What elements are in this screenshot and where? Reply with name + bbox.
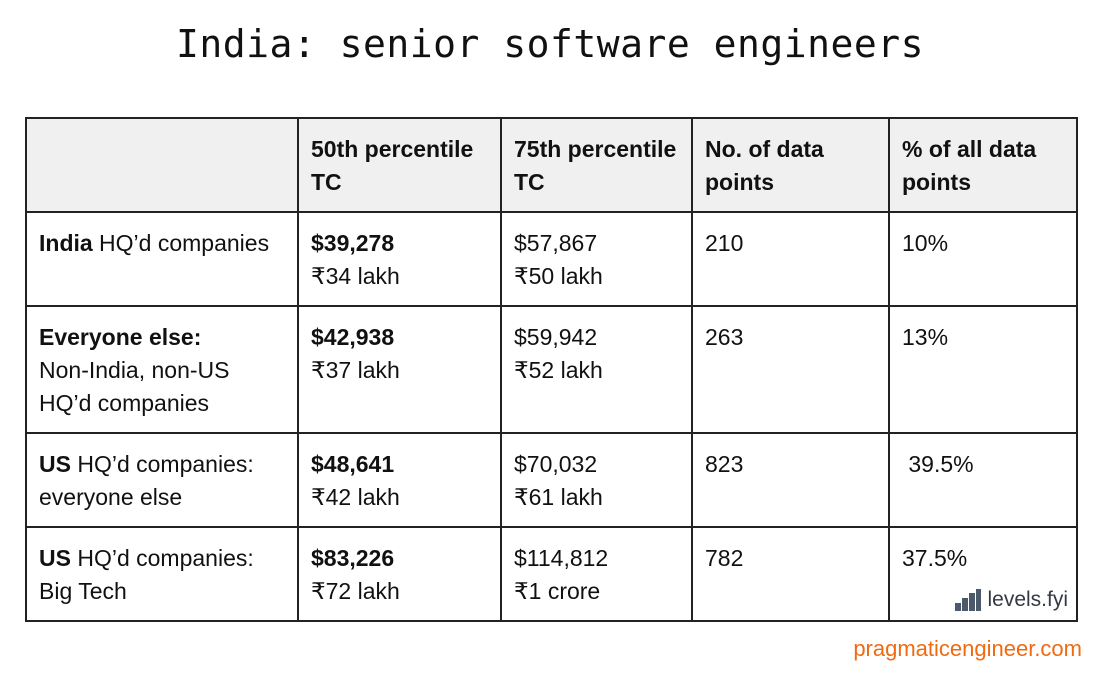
p75-inr: ₹1 crore [514, 578, 601, 604]
header-cell-p75: 75th percentile TC [500, 117, 693, 213]
p75-cell: $114,812 ₹1 crore [500, 526, 693, 622]
p75-cell: $70,032 ₹61 lakh [500, 432, 693, 528]
p50-inr: ₹42 lakh [311, 484, 400, 510]
percent-value: 37.5% [902, 545, 968, 571]
footer-source: pragmaticengineer.com [853, 636, 1082, 661]
group-name-bold: India [39, 230, 93, 256]
levels-fyi-logo: levels.fyi [955, 588, 1068, 612]
table-row: US HQ’d companies: everyone else $48,641… [25, 432, 1078, 528]
p75-usd: $114,812 [514, 545, 609, 571]
p50-inr: ₹34 lakh [311, 263, 400, 289]
p75-cell: $59,942 ₹52 lakh [500, 305, 693, 434]
logo-text: levels.fyi [987, 588, 1068, 611]
group-name-bold: US [39, 545, 71, 571]
p75-usd: $59,942 [514, 324, 598, 350]
p50-usd: $39,278 [311, 230, 395, 256]
header-cell-group [25, 117, 299, 213]
table-row: Everyone else: Non-India, non-US HQ’d com… [25, 305, 1078, 434]
percent-cell: 39.5% [888, 432, 1078, 528]
p50-cell: $39,278 ₹34 lakh [297, 211, 502, 307]
header-cell-p50: 50th percentile TC [297, 117, 502, 213]
percent-cell: 37.5% levels.fyi [888, 526, 1078, 622]
p75-inr: ₹52 lakh [514, 357, 603, 383]
p75-usd: $57,867 [514, 230, 598, 256]
group-cell: US HQ’d companies: everyone else [25, 432, 299, 528]
table-row: India HQ’d companies $39,278 ₹34 lakh $57… [25, 211, 1078, 307]
count-cell: 263 [691, 305, 890, 434]
header-cell-percent: % of all data points [888, 117, 1078, 213]
p50-cell: $83,226 ₹72 lakh [297, 526, 502, 622]
p50-usd: $48,641 [311, 451, 395, 477]
p50-usd: $42,938 [311, 324, 395, 350]
group-cell: Everyone else: Non-India, non-US HQ’d com… [25, 305, 299, 434]
header-cell-count: No. of data points [691, 117, 890, 213]
count-cell: 823 [691, 432, 890, 528]
group-cell: US HQ’d companies: Big Tech [25, 526, 299, 622]
compensation-table: 50th percentile TC 75th percentile TC No… [25, 117, 1078, 622]
p50-inr: ₹72 lakh [311, 578, 400, 604]
p75-inr: ₹50 lakh [514, 263, 603, 289]
group-name-rest: HQ’d companies: everyone else [39, 451, 254, 510]
table-row: US HQ’d companies: Big Tech $83,226 ₹72 l… [25, 526, 1078, 622]
p50-usd: $83,226 [311, 545, 395, 571]
group-name-bold: US [39, 451, 71, 477]
group-name-rest: HQ’d companies: Big Tech [39, 545, 254, 604]
p50-inr: ₹37 lakh [311, 357, 400, 383]
p50-cell: $42,938 ₹37 lakh [297, 305, 502, 434]
group-cell: India HQ’d companies [25, 211, 299, 307]
group-name-rest: HQ’d companies [92, 230, 270, 256]
group-name-rest: Non-India, non-US HQ’d companies [39, 357, 230, 416]
page-title: India: senior software engineers [175, 22, 925, 66]
p75-cell: $57,867 ₹50 lakh [500, 211, 693, 307]
bar-steps-icon [955, 589, 982, 611]
p75-usd: $70,032 [514, 451, 598, 477]
p50-cell: $48,641 ₹42 lakh [297, 432, 502, 528]
count-cell: 782 [691, 526, 890, 622]
percent-cell: 13% [888, 305, 1078, 434]
group-name-bold: Everyone else: [39, 324, 202, 350]
table-header-row: 50th percentile TC 75th percentile TC No… [25, 117, 1078, 213]
count-cell: 210 [691, 211, 890, 307]
p75-inr: ₹61 lakh [514, 484, 603, 510]
percent-cell: 10% [888, 211, 1078, 307]
